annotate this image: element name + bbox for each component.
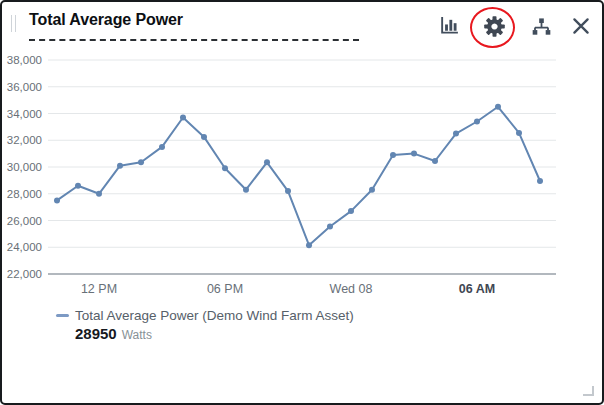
data-point (222, 165, 228, 171)
data-point (159, 144, 165, 150)
data-point (537, 178, 543, 184)
data-point (180, 115, 186, 121)
data-point (411, 151, 417, 157)
legend-latest-value: 28950 (75, 325, 117, 342)
series-line (57, 107, 540, 245)
data-point (432, 158, 438, 164)
legend-unit: Watts (122, 328, 152, 342)
y-tick-label: 36,000 (7, 81, 42, 93)
data-point (516, 130, 522, 136)
data-point (348, 208, 354, 214)
legend-series-label: Total Average Power (Demo Wind Farm Asse… (75, 308, 354, 323)
data-point (96, 191, 102, 197)
resize-handle[interactable] (583, 386, 594, 396)
x-tick-label: 12 PM (81, 282, 117, 296)
data-point (54, 197, 60, 203)
data-point (390, 152, 396, 158)
y-tick-label: 38,000 (7, 54, 42, 66)
data-point (285, 188, 291, 194)
legend-line-swatch (56, 314, 69, 317)
y-tick-label: 34,000 (7, 108, 42, 120)
data-point (369, 187, 375, 193)
y-tick-label: 26,000 (7, 215, 42, 227)
data-point (306, 242, 312, 248)
x-tick-label: Wed 08 (330, 282, 373, 296)
y-tick-label: 24,000 (7, 241, 42, 253)
data-point (75, 183, 81, 189)
data-point (138, 159, 144, 165)
data-point (264, 159, 270, 165)
data-point (243, 187, 249, 193)
y-tick-label: 22,000 (7, 268, 42, 280)
data-point (495, 104, 501, 110)
power-chart-widget: Total Average Power (0, 0, 604, 405)
data-point (117, 163, 123, 169)
chart-legend: Total Average Power (Demo Wind Farm Asse… (56, 308, 354, 342)
y-tick-label: 32,000 (7, 134, 42, 146)
line-chart: 38,000 36,000 34,000 32,000 30,000 28,000 26,0… (2, 2, 604, 302)
data-point (453, 131, 459, 137)
x-tick-label: 06 AM (459, 282, 495, 296)
y-tick-label: 30,000 (7, 161, 42, 173)
y-tick-label: 28,000 (7, 188, 42, 200)
x-tick-label: 06 PM (207, 282, 243, 296)
data-point (201, 134, 207, 140)
data-point (474, 119, 480, 125)
data-point (327, 224, 333, 230)
